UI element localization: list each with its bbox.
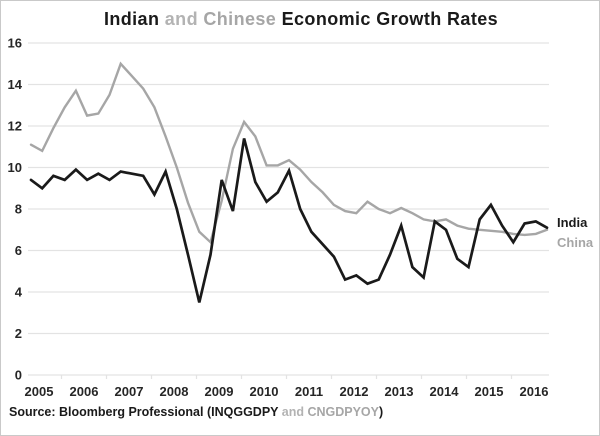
- y-tick-label: 16: [8, 36, 22, 51]
- y-tick-label: 0: [15, 368, 22, 383]
- title-segment-chinese: Chinese: [203, 9, 282, 29]
- x-tick-label: 2012: [340, 384, 369, 399]
- x-tick-label: 2011: [295, 384, 323, 399]
- series-label-india: India: [557, 215, 588, 230]
- y-tick-label: 14: [8, 77, 23, 92]
- source-segment-china-ticker: CNGDPYOY: [307, 405, 379, 419]
- x-axis-labels: 2005 2006 2007 2008 2009 2010 2011 2012 2013 2014…: [25, 384, 549, 399]
- x-tick-label: 2016: [520, 384, 549, 399]
- x-tick-label: 2007: [115, 384, 144, 399]
- chart-title: Indian and Chinese Economic Growth Rates: [1, 9, 599, 30]
- x-tick-label: 2009: [205, 384, 234, 399]
- x-tick-label: 2010: [250, 384, 279, 399]
- gridlines: [28, 42, 549, 376]
- source-segment-main: Source: Bloomberg Professional (INQGGDPY: [9, 405, 279, 419]
- line-china: [29, 61, 549, 245]
- y-tick-label: 12: [8, 119, 22, 134]
- y-tick-label: 4: [15, 285, 23, 300]
- x-tick-label: 2006: [70, 384, 99, 399]
- y-tick-label: 6: [15, 243, 22, 258]
- x-tick-label: 2014: [430, 384, 460, 399]
- title-segment-indian: Indian: [103, 9, 160, 29]
- y-tick-label: 10: [8, 160, 22, 175]
- source-segment-paren: ): [378, 405, 384, 419]
- title-segment-growth-rates: Economic Growth Rates: [281, 9, 499, 29]
- x-tick-label: 2013: [385, 384, 414, 399]
- x-tick-label: 2005: [25, 384, 54, 399]
- x-axis-ticks: [60, 375, 513, 379]
- title-segment-and: and: [159, 9, 204, 29]
- y-axis-labels: 0 2 4 6 8 10 12 14 16: [8, 36, 23, 383]
- line-india: [29, 138, 549, 303]
- series-label-china: China: [557, 235, 594, 250]
- x-tick-label: 2015: [475, 384, 504, 399]
- y-tick-label: 2: [15, 326, 22, 341]
- y-tick-label: 8: [15, 202, 22, 217]
- source-segment-and: and: [278, 405, 308, 419]
- source-note: Source: Bloomberg Professional (INQGGDPY…: [9, 405, 383, 419]
- x-tick-label: 2008: [160, 384, 189, 399]
